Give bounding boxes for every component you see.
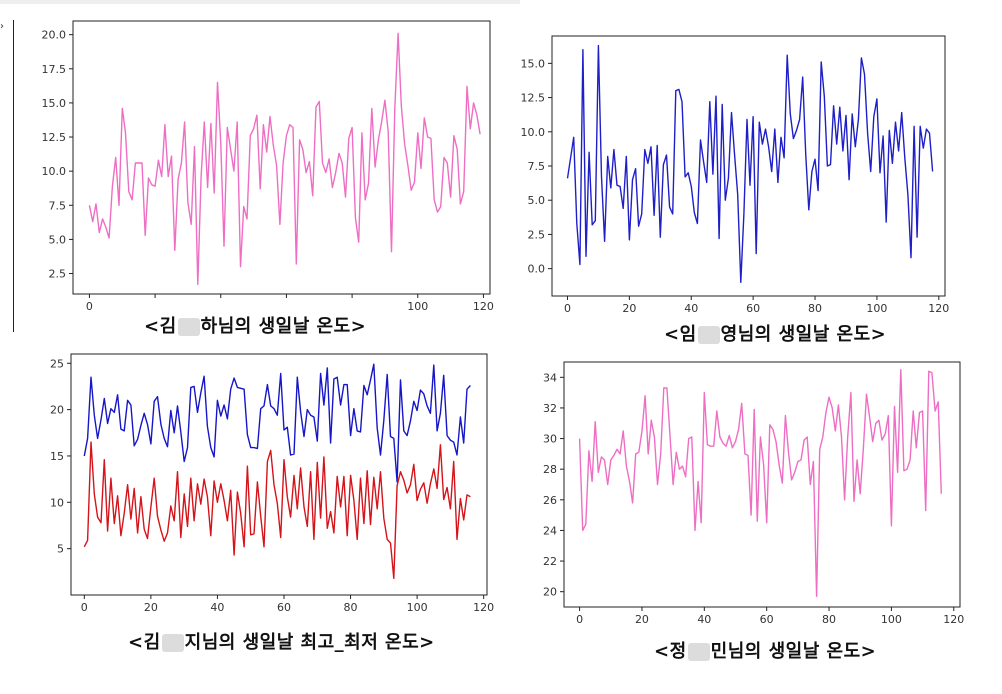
y-tick-label: 10.0	[521, 126, 546, 139]
x-tick-label: 60	[277, 601, 291, 614]
chart-3-line: 0 20 40 60 80 100 120 5 10 15 20 25	[50, 353, 494, 614]
caption-text-end: 하님의 생일날 온도>	[200, 316, 367, 337]
series-line-1	[88, 32, 481, 286]
y-tick-label: 20	[50, 404, 64, 417]
chart-2-line: 0 20 40 60 80 100 120 0.0 2.5 5.0 7.5 10.0 12.5 15.0	[521, 35, 949, 315]
y-tick-label: 17.5	[42, 63, 67, 76]
y-tick-label: 15.0	[521, 57, 546, 70]
blurred-name-redaction	[177, 318, 200, 336]
series-line-1	[566, 44, 934, 284]
chart-3-caption: <김 지님의 생일날 최고_최저 온도>	[128, 628, 435, 654]
x-tick-label: 100	[407, 300, 428, 313]
x-tick-label: 0	[576, 613, 583, 626]
y-tick-label: 2.5	[49, 268, 67, 281]
y-tick-label: 34	[543, 371, 557, 384]
chart-4-caption: <정 민님의 생일날 온도>	[654, 637, 876, 663]
series-line-2	[83, 441, 471, 580]
caption-text-start: <정	[654, 641, 687, 662]
y-tick-label: 7.5	[49, 199, 67, 212]
caption-text-start: <임	[664, 324, 697, 345]
y-tick-label: 12.5	[42, 131, 67, 144]
y-tick-label: 5.0	[528, 194, 546, 207]
y-tick-label: 32	[543, 402, 557, 415]
x-tick-label: 100	[881, 613, 902, 626]
chevron-right-icon: ›	[0, 21, 4, 32]
x-tick-label: 80	[822, 613, 836, 626]
x-tick-label: 40	[684, 302, 698, 315]
chart-1-line: 0 100 120 2.5 5.0 7.5 10.0 12.5 15.0 17.5 20.0	[42, 20, 494, 313]
blurred-name-redaction	[687, 643, 710, 661]
y-tick-label: 30	[543, 433, 557, 446]
y-tick-label: 20	[543, 586, 557, 599]
y-tick-label: 10.0	[42, 165, 67, 178]
y-tick-label: 0.0	[528, 263, 546, 276]
y-tick-label: 28	[543, 463, 557, 476]
x-tick-label: 0	[564, 302, 571, 315]
plot-frame	[72, 20, 491, 295]
series-line-1	[578, 368, 942, 598]
caption-text-start: <김	[144, 316, 177, 337]
blurred-name-redaction	[697, 326, 720, 344]
y-tick-label: 2.5	[528, 228, 546, 241]
x-tick-label: 120	[943, 613, 964, 626]
x-tick-label: 20	[622, 302, 636, 315]
caption-text-start: <김	[128, 632, 161, 653]
x-tick-label: 0	[81, 601, 88, 614]
chart-4-line: 0 20 40 60 80 100 120 20 22 24 26 28 30 32 34	[543, 361, 964, 626]
x-tick-label: 120	[473, 601, 494, 614]
x-tick-label: 60	[746, 302, 760, 315]
left-divider	[13, 20, 14, 332]
y-tick-label: 7.5	[528, 160, 546, 173]
x-tick-label: 40	[210, 601, 224, 614]
x-tick-label: 40	[697, 613, 711, 626]
chart-2-caption: <임 영님의 생일날 온도>	[664, 320, 886, 346]
y-tick-label: 22	[543, 555, 557, 568]
x-tick-label: 0	[86, 300, 93, 313]
chart-1-caption: <김 하님의 생일날 온도>	[144, 312, 366, 338]
caption-text-end: 영님의 생일날 온도>	[720, 324, 887, 345]
y-tick-label: 12.5	[521, 92, 546, 105]
top-strip	[0, 0, 520, 4]
y-tick-label: 26	[543, 494, 557, 507]
y-tick-label: 5.0	[49, 233, 67, 246]
plot-frame	[70, 353, 488, 596]
y-tick-label: 10	[50, 496, 64, 509]
x-tick-label: 80	[344, 601, 358, 614]
y-tick-label: 24	[543, 524, 557, 537]
x-tick-label: 20	[635, 613, 649, 626]
x-tick-label: 60	[760, 613, 774, 626]
y-tick-label: 5	[57, 543, 64, 556]
x-tick-label: 100	[866, 302, 887, 315]
y-tick-label: 15.0	[42, 97, 67, 110]
y-tick-label: 25	[50, 357, 64, 370]
x-tick-label: 80	[808, 302, 822, 315]
x-tick-label: 100	[407, 601, 428, 614]
y-tick-label: 20.0	[42, 29, 67, 42]
caption-text-end: 지님의 생일날 최고_최저 온도>	[184, 632, 435, 653]
caption-text-end: 민님의 생일날 온도>	[710, 641, 877, 662]
blurred-name-redaction	[161, 634, 184, 652]
plot-frame	[563, 361, 961, 608]
x-tick-label: 120	[473, 300, 494, 313]
x-tick-label: 20	[144, 601, 158, 614]
y-tick-label: 15	[50, 450, 64, 463]
series-line-1	[83, 363, 471, 483]
x-tick-label: 120	[928, 302, 949, 315]
